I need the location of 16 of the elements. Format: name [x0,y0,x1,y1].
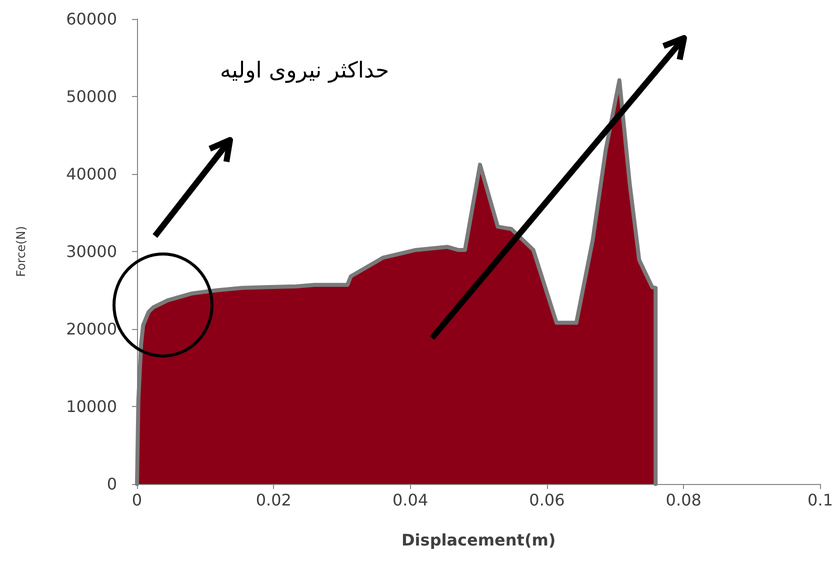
y-tick-label: 20000 [66,320,117,338]
y-tick-label: 40000 [66,164,117,184]
annotation: حداکثر نیروی اولیه [220,58,390,84]
y-tick-label: 30000 [66,242,117,261]
x-tick-label: 0 [132,490,142,510]
x-tick-label: 0.06 [529,490,565,510]
x-tick-label: 0.02 [256,490,292,510]
y-tick-label: 0 [106,474,117,494]
x-tick-label: 0.1 [808,490,834,510]
x-tick-label: 0.08 [666,490,702,510]
y-tick-label: 10000 [66,397,117,416]
y-axis-title: Force(N) [14,226,28,277]
y-tick-label: 50000 [66,87,117,106]
y-tick-label: 60000 [66,10,117,28]
x-tick-label: 0.04 [392,490,428,510]
x-axis-title: Displacement(m) [402,530,556,550]
